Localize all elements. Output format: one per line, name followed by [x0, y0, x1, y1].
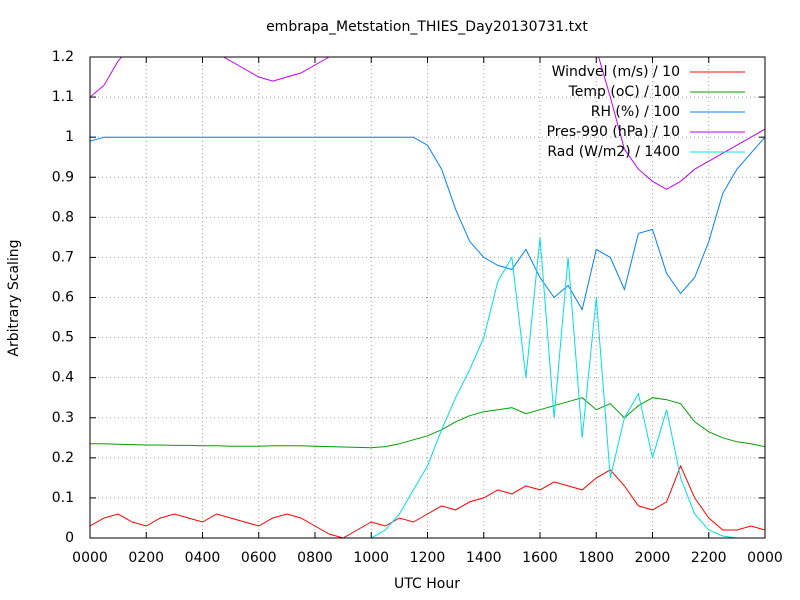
x-axis-label: UTC Hour: [394, 576, 460, 592]
x-tick-label: 0200: [128, 550, 164, 566]
chart-title: embrapa_Metstation_THIES_Day20130731.txt: [266, 19, 588, 35]
legend-label: Rad (W/m2) / 1400: [547, 144, 680, 160]
x-tick-label: 0000: [747, 550, 783, 566]
y-tick-label: 0.2: [52, 450, 74, 466]
x-tick-label: 0400: [185, 550, 221, 566]
y-tick-label: 0.1: [52, 490, 74, 506]
legend-label: RH (%) / 100: [591, 104, 680, 120]
x-tick-label: 1000: [353, 550, 389, 566]
series-line: [90, 136, 765, 311]
x-tick-label: 0000: [72, 550, 108, 566]
series-line: [90, 237, 765, 538]
x-tick-label: 1600: [522, 550, 558, 566]
y-tick-label: 0: [65, 530, 74, 546]
y-tick-label: 1.2: [52, 49, 74, 65]
x-tick-label: 2000: [635, 550, 671, 566]
y-tick-label: 0.6: [52, 290, 74, 306]
y-tick-label: 0.3: [52, 410, 74, 426]
series-line: [90, 464, 765, 538]
series-line: [90, 397, 765, 449]
y-tick-label: 0.8: [52, 209, 74, 225]
x-tick-label: 1400: [466, 550, 502, 566]
y-tick-label: 0.9: [52, 169, 74, 185]
y-tick-label: 0.4: [52, 370, 74, 386]
y-axis-label: Arbitrary Scaling: [6, 239, 22, 356]
legend-label: Windvel (m/s) / 10: [552, 64, 680, 80]
y-tick-label: 1.1: [52, 89, 74, 105]
y-tick-label: 1: [65, 129, 74, 145]
x-tick-label: 0800: [297, 550, 333, 566]
x-tick-label: 2200: [691, 550, 727, 566]
y-tick-label: 0.7: [52, 249, 74, 265]
plot-border: [89, 56, 766, 539]
y-tick-label: 0.5: [52, 330, 74, 346]
legend-label: Temp (oC) / 100: [568, 84, 680, 100]
x-tick-label: 0600: [241, 550, 277, 566]
plot-area: [90, 57, 765, 538]
x-tick-label: 1200: [410, 550, 446, 566]
legend-label: Pres-990 (hPa) / 10: [547, 124, 680, 140]
series-line: [90, 57, 765, 190]
x-tick-label: 1800: [578, 550, 614, 566]
